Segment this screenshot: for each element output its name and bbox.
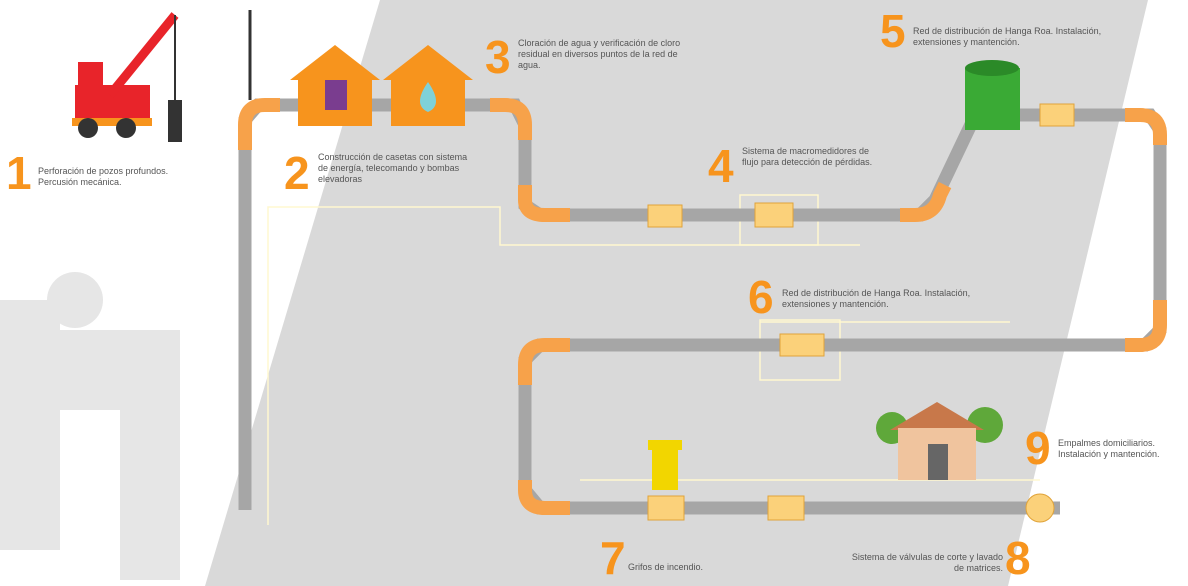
- step-text: Sistema de válvulas de corte y lavado de…: [851, 552, 1003, 573]
- step-text: Sistema de macromedidores de flujo para …: [742, 146, 873, 167]
- step-text: Grifos de incendio.: [628, 562, 704, 572]
- pump-houses: [290, 45, 473, 126]
- step-text: Construcción de casetas con sistema de e…: [318, 152, 468, 184]
- step-text: Empalmes domiciliarios. Instalación y ma…: [1058, 438, 1160, 459]
- step-number: 4: [708, 140, 734, 192]
- step-number: 3: [485, 31, 511, 83]
- pipe-elbows: [238, 98, 1167, 515]
- step-number: 1: [6, 147, 32, 199]
- step-text: Red de distribución de Hanga Roa. Instal…: [913, 26, 1102, 47]
- faucet-silhouette: [0, 272, 180, 580]
- step-text: Cloración de agua y verificación de clor…: [518, 38, 681, 70]
- step-number: 7: [600, 532, 626, 584]
- step-number: 2: [284, 147, 310, 199]
- water-tank: [965, 60, 1020, 130]
- step-text: Perforación de pozos profundos. Percusió…: [38, 166, 169, 187]
- step-number: 8: [1005, 532, 1031, 584]
- hydrant: [648, 440, 682, 490]
- crane: [72, 12, 182, 142]
- step-number: 5: [880, 5, 906, 57]
- step-number: 6: [748, 271, 774, 323]
- step-number: 9: [1025, 422, 1051, 474]
- valves: [647, 103, 1075, 523]
- step-text: Red de distribución de Hanga Roa. Instal…: [782, 288, 971, 309]
- home: [876, 402, 1003, 480]
